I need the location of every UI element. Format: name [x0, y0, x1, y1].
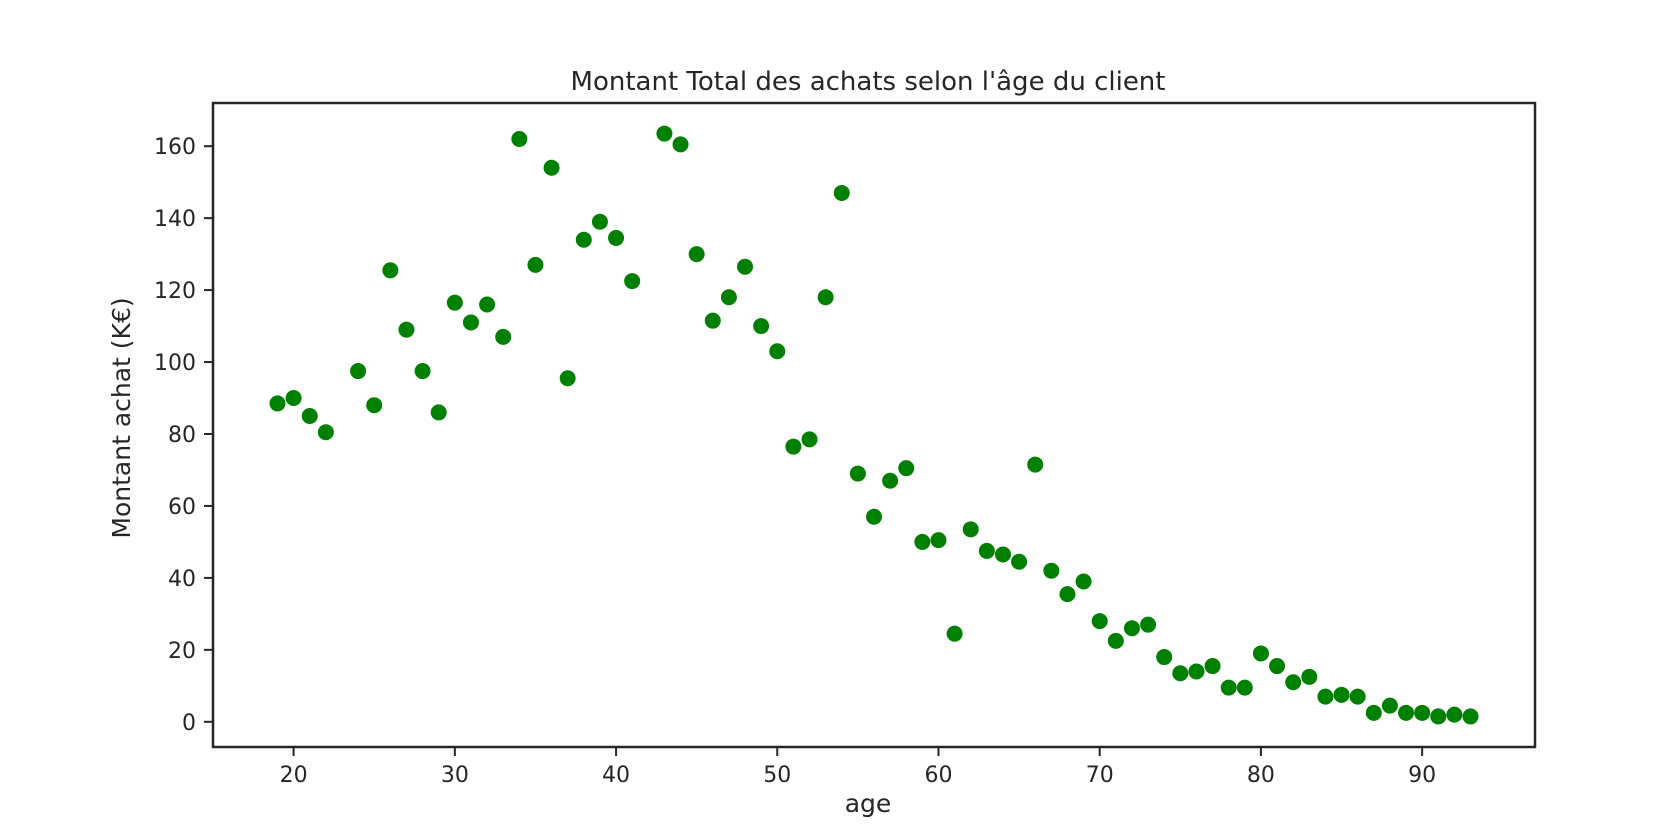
data-point: [591, 213, 608, 230]
data-point: [1204, 658, 1221, 675]
x-tick-label: 70: [1086, 763, 1114, 788]
data-point: [624, 273, 641, 290]
data-point: [1027, 456, 1044, 473]
data-point: [350, 363, 367, 380]
y-tick-label: 60: [168, 495, 196, 520]
data-point: [801, 431, 818, 448]
chart-title: Montant Total des achats selon l'âge du …: [571, 67, 1166, 97]
x-tick-label: 50: [763, 763, 791, 788]
data-point: [1269, 658, 1286, 675]
data-point: [898, 460, 915, 477]
data-point: [1043, 562, 1060, 579]
x-tick-label: 60: [924, 763, 952, 788]
data-point: [737, 258, 754, 275]
x-tick-label: 40: [602, 763, 630, 788]
data-point: [285, 390, 302, 407]
data-point: [608, 229, 625, 246]
data-point: [527, 256, 544, 273]
y-tick-label: 100: [154, 351, 196, 376]
data-point: [1446, 706, 1463, 723]
data-point: [1156, 649, 1173, 666]
data-point: [495, 328, 512, 345]
data-point: [414, 363, 431, 380]
y-tick-label: 160: [154, 135, 196, 160]
data-point: [269, 395, 286, 412]
data-point: [817, 289, 834, 306]
x-tick-label: 30: [441, 763, 469, 788]
data-point: [656, 125, 673, 142]
data-point: [559, 370, 576, 387]
data-point: [753, 318, 770, 335]
data-point: [849, 465, 866, 482]
data-point: [575, 231, 592, 248]
data-point: [1381, 697, 1398, 714]
data-point: [1398, 704, 1415, 721]
data-point: [930, 532, 947, 549]
data-point: [1333, 686, 1350, 703]
data-point: [430, 404, 447, 421]
data-point: [946, 625, 963, 642]
data-point: [446, 294, 463, 311]
data-point: [704, 312, 721, 329]
data-point: [366, 397, 383, 414]
x-tick-label: 90: [1408, 763, 1436, 788]
data-point: [1059, 586, 1076, 603]
data-point: [1462, 708, 1479, 725]
data-point: [688, 246, 705, 263]
data-point: [1301, 668, 1318, 685]
data-point: [833, 184, 850, 201]
data-point: [1317, 688, 1334, 705]
data-point: [1123, 620, 1140, 637]
y-tick-label: 20: [168, 639, 196, 664]
x-tick-label: 20: [280, 763, 308, 788]
data-point: [962, 521, 979, 538]
data-point: [1236, 679, 1253, 696]
data-point: [1140, 616, 1157, 633]
data-points: [269, 125, 1479, 725]
data-point: [882, 472, 899, 489]
data-point: [1285, 674, 1302, 691]
data-point: [978, 542, 995, 559]
data-point: [543, 159, 560, 176]
data-point: [866, 508, 882, 525]
data-point: [398, 321, 415, 338]
y-tick-label: 80: [168, 423, 196, 448]
data-point: [1075, 573, 1092, 590]
data-point: [994, 546, 1011, 563]
y-tick-label: 0: [182, 711, 196, 736]
data-point: [1414, 704, 1431, 721]
data-point: [317, 424, 334, 441]
axis-ticks: 20 30 40 50 60 70 80 90 0 20 40 60 80 100 120 140 160: [154, 135, 1436, 788]
data-point: [1220, 679, 1237, 696]
y-tick-label: 140: [154, 207, 196, 232]
x-tick-label: 80: [1247, 763, 1275, 788]
y-axis-label: Montant achat (K€): [107, 297, 136, 538]
data-point: [1172, 665, 1189, 682]
data-point: [785, 438, 802, 455]
data-point: [1430, 708, 1447, 725]
data-point: [1365, 704, 1382, 721]
data-point: [1349, 688, 1366, 705]
data-point: [1091, 613, 1108, 630]
x-axis-label: age: [845, 789, 892, 818]
data-point: [914, 533, 931, 550]
data-point: [511, 130, 528, 147]
data-point: [462, 314, 479, 331]
y-tick-label: 40: [168, 567, 196, 592]
data-point: [382, 262, 399, 279]
data-point: [720, 289, 737, 306]
y-tick-label: 120: [154, 279, 196, 304]
data-point: [1188, 663, 1205, 680]
data-point: [672, 136, 689, 153]
plot-frame: [211, 101, 1537, 749]
data-point: [301, 408, 318, 425]
data-point: [1011, 553, 1028, 570]
data-point: [1252, 645, 1269, 662]
data-point: [479, 296, 496, 313]
data-point: [1107, 632, 1124, 649]
data-point: [769, 343, 786, 360]
